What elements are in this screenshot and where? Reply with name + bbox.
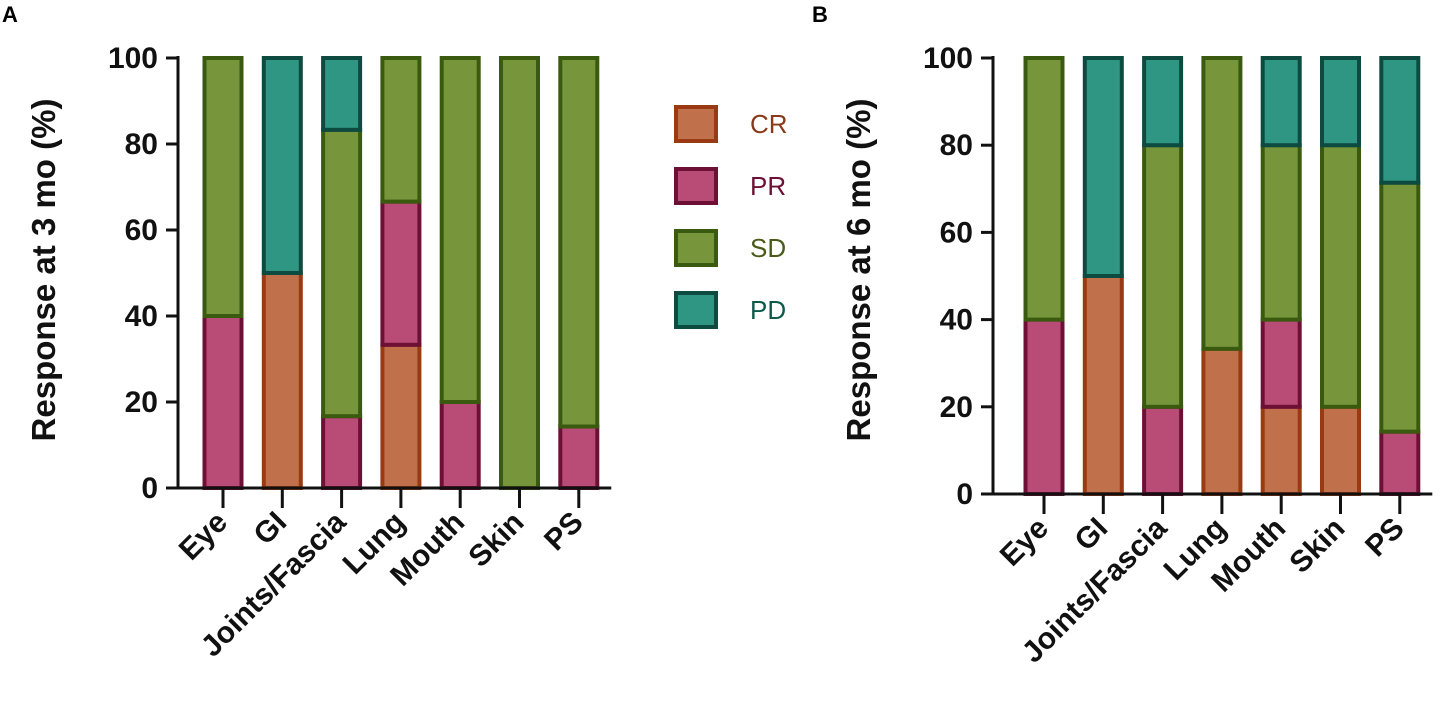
bar-b-skin-pd bbox=[1320, 56, 1361, 148]
bars-b bbox=[1023, 56, 1421, 497]
y-tick-label-a-80: 80 bbox=[125, 128, 158, 161]
bar-b-gi-cr bbox=[1082, 274, 1124, 496]
bar-b-eye-pr bbox=[1023, 317, 1065, 496]
y-tick-label-b-0: 0 bbox=[956, 478, 973, 511]
bar-a-lung-pr bbox=[380, 199, 422, 347]
bar-a-ps-sd bbox=[558, 56, 600, 429]
bar-b-mouth-sd bbox=[1260, 143, 1302, 322]
y-tick-label-a-100: 100 bbox=[108, 42, 158, 75]
y-tick-label-b-80: 80 bbox=[940, 129, 973, 162]
bar-b-skin-sd bbox=[1320, 143, 1361, 409]
bar-b-lung-sd bbox=[1201, 56, 1243, 351]
bar-a-ps-pr bbox=[558, 424, 600, 491]
bar-a-eye-sd bbox=[202, 56, 244, 318]
y-tick-label-a-60: 60 bbox=[125, 214, 158, 247]
x-category-label-a-skin: Skin bbox=[462, 506, 530, 574]
bar-a-skin-sd bbox=[499, 56, 540, 490]
x-category-label-a-eye: Eye bbox=[173, 506, 234, 567]
panel-letter-b: B bbox=[812, 2, 828, 27]
y-tick-label-b-60: 60 bbox=[940, 216, 973, 249]
legend-swatch-pr bbox=[674, 167, 718, 205]
y-tick-label-a-0: 0 bbox=[141, 472, 158, 505]
x-category-label-b-skin: Skin bbox=[1283, 512, 1351, 580]
bar-a-jointsfascia-pd bbox=[321, 56, 363, 132]
x-category-label-b-ps: PS bbox=[1359, 512, 1411, 564]
panel-a: A Response at 3 mo (%) 0 20 40 60 80 100 Eye GI… bbox=[2, 2, 612, 663]
legend-label-cr: CR bbox=[750, 109, 788, 139]
y-tick-label-b-20: 20 bbox=[940, 391, 973, 424]
bar-b-ps-pr bbox=[1379, 429, 1421, 497]
bar-b-jointsfascia-pd bbox=[1142, 56, 1184, 148]
bar-b-lung-cr bbox=[1201, 346, 1243, 497]
bar-a-jointsfascia-pr bbox=[321, 414, 363, 490]
bar-b-mouth-cr bbox=[1260, 404, 1302, 496]
bar-a-mouth-sd bbox=[439, 56, 481, 404]
bar-b-mouth-pd bbox=[1260, 56, 1302, 148]
bar-b-mouth-pr bbox=[1260, 317, 1302, 409]
legend: CR PR SD PD bbox=[674, 105, 788, 329]
x-category-label-b-gi: GI bbox=[1069, 512, 1115, 558]
bar-a-lung-cr bbox=[380, 342, 422, 490]
bar-a-lung-sd bbox=[380, 56, 422, 204]
legend-label-pr: PR bbox=[750, 171, 786, 201]
bar-b-gi-pd bbox=[1082, 56, 1124, 278]
bar-b-ps-pd bbox=[1379, 56, 1421, 185]
legend-swatch-pd bbox=[674, 291, 718, 329]
panel-letter-a: A bbox=[2, 2, 18, 27]
panel-b: B Response at 6 mo (%) 0 20 40 60 80 100 Eye GI… bbox=[812, 2, 1433, 669]
bar-b-jointsfascia-pr bbox=[1142, 404, 1184, 496]
bar-a-gi-cr bbox=[261, 271, 303, 490]
legend-label-pd: PD bbox=[750, 295, 786, 325]
y-tick-label-b-100: 100 bbox=[923, 42, 973, 75]
bar-b-jointsfascia-sd bbox=[1142, 143, 1184, 409]
y-axis-title-b: Response at 6 mo (%) bbox=[840, 99, 877, 442]
bars-a bbox=[202, 56, 600, 491]
legend-label-sd: SD bbox=[750, 233, 786, 263]
y-tick-label-b-40: 40 bbox=[940, 304, 973, 337]
x-category-label-a-gi: GI bbox=[248, 506, 294, 552]
y-tick-label-a-20: 20 bbox=[125, 386, 158, 419]
bar-a-mouth-pr bbox=[439, 400, 481, 490]
legend-swatch-cr bbox=[674, 105, 718, 143]
x-category-label-b-eye: Eye bbox=[994, 512, 1055, 573]
legend-swatch-sd bbox=[674, 229, 718, 267]
bar-a-gi-pd bbox=[261, 56, 303, 275]
x-category-label-a-ps: PS bbox=[538, 506, 590, 558]
bar-a-eye-pr bbox=[202, 314, 244, 490]
y-axis-title-a: Response at 3 mo (%) bbox=[25, 99, 62, 442]
y-tick-label-a-40: 40 bbox=[125, 300, 158, 333]
bar-b-ps-sd bbox=[1379, 180, 1421, 434]
bar-b-skin-cr bbox=[1320, 404, 1361, 496]
bar-b-eye-sd bbox=[1023, 56, 1065, 322]
bar-a-jointsfascia-sd bbox=[321, 127, 363, 419]
